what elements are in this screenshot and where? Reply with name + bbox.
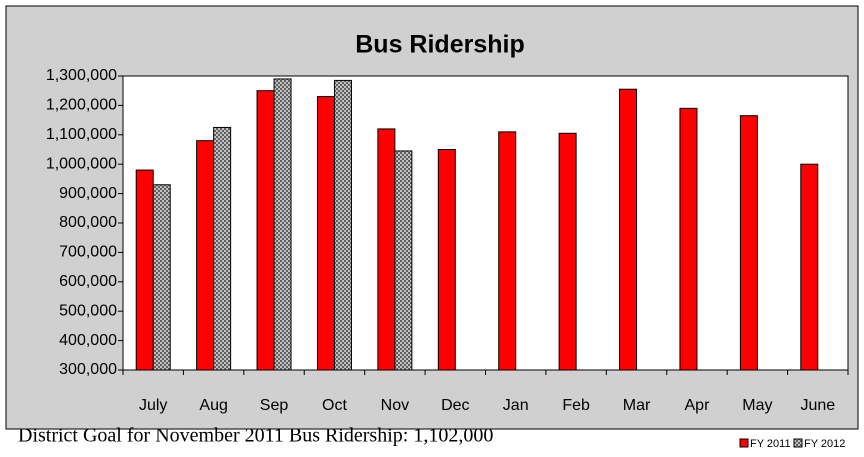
- y-tick-label: 800,000: [59, 214, 117, 231]
- x-tick-label: May: [742, 397, 772, 414]
- legend-swatch: [739, 438, 749, 448]
- chart-title: Bus Ridership: [355, 31, 524, 59]
- y-tick-label: 1,100,000: [46, 126, 117, 143]
- bar: [619, 88, 638, 371]
- bar: [196, 140, 215, 371]
- x-tick-label: Nov: [381, 397, 409, 414]
- x-tick-label: Aug: [199, 397, 227, 414]
- bar: [394, 150, 413, 371]
- bar: [739, 115, 758, 371]
- bar: [256, 90, 275, 371]
- y-tick-label: 700,000: [59, 244, 117, 261]
- bar: [437, 149, 456, 371]
- plot-area: [122, 75, 849, 371]
- x-tick-label: Feb: [562, 397, 590, 414]
- bar: [213, 126, 232, 371]
- y-tick-label: 1,200,000: [46, 97, 117, 114]
- y-tick-label: 300,000: [59, 361, 117, 378]
- x-tick-label: Apr: [685, 397, 711, 414]
- x-tick-label: June: [800, 397, 835, 414]
- x-tick-label: Oct: [322, 397, 347, 414]
- y-tick-label: 1,300,000: [46, 67, 117, 84]
- bar: [316, 96, 335, 371]
- x-tick-label: Mar: [623, 397, 651, 414]
- bar: [333, 79, 352, 371]
- y-tick-label: 600,000: [59, 273, 117, 290]
- y-tick-label: 400,000: [59, 332, 117, 349]
- bar: [273, 78, 292, 371]
- y-tick-label: 1,000,000: [46, 155, 117, 172]
- bar: [679, 107, 698, 371]
- annotation: District Goal for November 2011 Bus Ride…: [18, 425, 493, 447]
- x-tick-label: July: [139, 397, 167, 414]
- y-tick-label: 500,000: [59, 302, 117, 319]
- legend-swatch: [793, 438, 803, 448]
- bar: [558, 132, 577, 371]
- x-tick-label: Sep: [260, 397, 289, 414]
- bar: [152, 184, 171, 371]
- bar: [498, 131, 517, 371]
- bar: [377, 128, 396, 371]
- legend-label: FY 2012: [804, 438, 845, 450]
- x-tick-label: Dec: [441, 397, 469, 414]
- x-tick-label: Jan: [503, 397, 529, 414]
- bar: [800, 163, 819, 371]
- y-tick-label: 900,000: [59, 185, 117, 202]
- bar: [135, 169, 154, 371]
- legend-label: FY 2011: [750, 438, 791, 450]
